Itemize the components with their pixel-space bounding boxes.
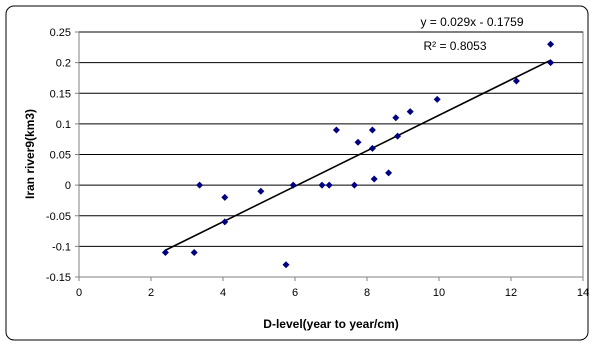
- data-point-20: [433, 95, 441, 103]
- data-point-3: [221, 193, 229, 201]
- trendline-equation: y = 0.029x - 0.1759: [420, 15, 523, 29]
- data-point-4: [221, 218, 229, 226]
- x-tick-label-1: 2: [148, 287, 154, 299]
- trendline: [165, 59, 551, 251]
- gridlines: [79, 31, 583, 278]
- y-axis-label: Iran river9(km3): [23, 109, 37, 199]
- data-point-16: [385, 169, 393, 177]
- x-tick-label-4: 8: [364, 287, 370, 299]
- data-point-21: [512, 77, 520, 85]
- data-point-2: [196, 181, 204, 189]
- data-point-9: [325, 181, 333, 189]
- y-tick-label-2: -0.05: [46, 211, 71, 223]
- data-point-23: [547, 59, 555, 67]
- y-tick-label-7: 0.2: [56, 58, 71, 70]
- data-point-6: [282, 261, 290, 269]
- data-point-10: [332, 126, 340, 134]
- data-point-19: [406, 108, 414, 116]
- y-tick-label-5: 0.1: [56, 119, 71, 131]
- x-axis-ticks: 0 2 4 6 8 10 12 14: [76, 277, 589, 299]
- data-point-18: [394, 132, 402, 140]
- x-tick-label-0: 0: [76, 287, 82, 299]
- x-tick-label-7: 14: [577, 287, 589, 299]
- data-point-12: [354, 138, 362, 146]
- y-tick-label-3: 0: [65, 180, 71, 192]
- x-tick-label-5: 10: [433, 287, 445, 299]
- data-point-8: [318, 181, 326, 189]
- data-point-22: [547, 40, 555, 48]
- data-point-5: [257, 187, 265, 195]
- data-point-11: [350, 181, 358, 189]
- trendline-layer: [165, 59, 551, 251]
- trendline-r-squared: R² = 0.8053: [423, 39, 486, 53]
- x-tick-label-2: 4: [220, 287, 226, 299]
- y-tick-label-0: -0.15: [46, 272, 71, 284]
- data-point-15: [370, 175, 378, 183]
- data-point-0: [161, 249, 169, 256]
- y-tick-label-4: 0.05: [50, 150, 71, 162]
- y-tick-label-6: 0.15: [50, 88, 71, 100]
- data-points: [161, 40, 555, 269]
- data-point-7: [289, 181, 297, 189]
- data-point-13: [368, 126, 376, 134]
- x-axis-label: D-level(year to year/cm): [263, 317, 398, 331]
- data-point-14: [368, 144, 376, 152]
- data-point-17: [392, 114, 400, 122]
- y-axis-ticks: -0.15 -0.1 -0.05 0 0.05 0.1 0.15 0.2 0.25: [46, 27, 79, 284]
- x-tick-label-6: 12: [505, 287, 517, 299]
- x-tick-label-3: 6: [292, 287, 298, 299]
- data-point-1: [190, 249, 198, 256]
- y-tick-label-1: -0.1: [52, 241, 71, 253]
- y-tick-label-8: 0.25: [50, 27, 71, 39]
